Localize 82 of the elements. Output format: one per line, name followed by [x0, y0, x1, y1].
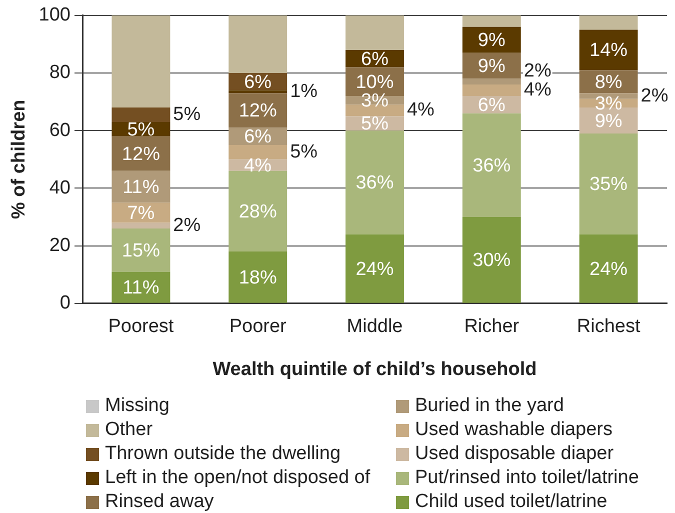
data-label: 2%	[524, 60, 552, 82]
data-label: 18%	[238, 267, 277, 288]
data-label: 5%	[173, 104, 201, 125]
data-label: 35%	[590, 174, 628, 196]
data-label: 6%	[361, 48, 389, 70]
data-label: 30%	[472, 250, 511, 272]
bar	[228, 145, 288, 160]
bar	[346, 234, 404, 303]
legend-label: Child used toilet/latrine	[415, 491, 608, 513]
bar	[346, 130, 404, 234]
data-label: 11%	[122, 176, 160, 198]
bar	[462, 113, 521, 217]
y-tick-label: 40	[49, 177, 70, 198]
data-label: 4%	[524, 80, 552, 101]
bar	[462, 217, 521, 303]
legend-label: Other	[105, 419, 153, 441]
bar	[462, 84, 521, 96]
data-label: 11%	[122, 278, 160, 299]
bar	[579, 15, 638, 30]
bar	[579, 234, 638, 303]
data-label: 5%	[127, 119, 155, 140]
bar	[112, 15, 170, 108]
data-label: 14%	[590, 40, 628, 62]
data-label: 3%	[361, 90, 389, 112]
bar	[228, 15, 288, 73]
x-axis-title: Wealth quintile of child’s household	[212, 358, 537, 380]
data-label: 9%	[478, 56, 506, 78]
bar	[112, 202, 170, 223]
legend-label: Rinsed away	[105, 491, 214, 513]
bar	[112, 136, 170, 171]
bar	[112, 222, 170, 229]
y-tick-label: 100	[38, 4, 70, 26]
y-axis-title: % of children	[8, 100, 30, 220]
legend-label: Buried in the yard	[415, 395, 564, 417]
bar	[228, 93, 288, 128]
data-label: 6%	[244, 72, 272, 93]
legend-label: Thrown outside the dwelling	[105, 443, 341, 465]
bar	[228, 252, 288, 303]
bar	[346, 15, 404, 50]
bar	[579, 133, 638, 234]
data-label: 24%	[356, 258, 394, 280]
data-label: 36%	[472, 155, 511, 176]
data-label: 7%	[127, 202, 155, 224]
x-tick-label: Richer	[464, 316, 520, 338]
data-label: 10%	[356, 72, 394, 93]
data-label: 28%	[238, 201, 277, 222]
bar	[112, 108, 170, 122]
data-label: 6%	[478, 94, 506, 116]
y-tick-label: 0	[60, 292, 70, 314]
x-tick-label: Richest	[576, 316, 641, 338]
data-label: 15%	[122, 240, 160, 262]
legend-label: Put/rinsed into toilet/latrine	[415, 467, 639, 489]
x-tick-label: Middle	[346, 316, 403, 338]
bar	[112, 272, 170, 303]
data-label: 4%	[406, 100, 435, 121]
data-label: 1%	[290, 80, 318, 102]
y-tick-label: 60	[49, 120, 70, 141]
x-tick-label: Poorest	[108, 316, 174, 338]
bar	[579, 30, 638, 70]
bar	[228, 170, 288, 252]
data-label: 2%	[640, 85, 668, 106]
y-tick-label: 20	[49, 235, 70, 256]
data-label: 12%	[238, 100, 277, 122]
data-label: 2%	[173, 214, 201, 236]
data-label: 36%	[356, 172, 394, 194]
data-label: 5%	[290, 141, 318, 162]
legend-label: Left in the open/not disposed of	[105, 467, 370, 489]
x-tick-label: Poorer	[229, 316, 288, 338]
legend-label: Missing	[105, 395, 170, 417]
data-label: 5%	[361, 114, 389, 135]
data-label: 12%	[122, 144, 160, 165]
data-label: 9%	[478, 30, 506, 52]
data-label: 24%	[590, 258, 628, 280]
data-label: 8%	[594, 72, 622, 93]
legend-label: Used disposable diaper	[415, 443, 614, 465]
y-tick-label: 80	[49, 62, 70, 84]
bar	[462, 78, 521, 85]
bar	[112, 228, 170, 272]
data-label: 6%	[244, 126, 272, 148]
legend-label: Used washable diapers	[415, 419, 613, 441]
bar	[462, 15, 521, 27]
data-label: 4%	[244, 155, 272, 176]
